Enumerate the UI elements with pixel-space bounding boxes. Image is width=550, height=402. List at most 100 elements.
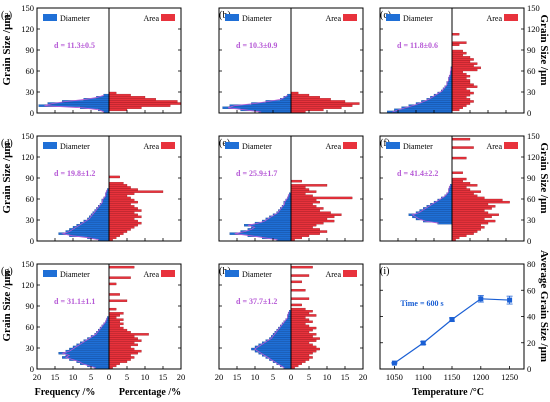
legend-label-diameter: Diameter (242, 270, 272, 279)
legend-label-diameter: Diameter (403, 14, 433, 23)
area-bar (451, 51, 467, 55)
diameter-bar (72, 226, 110, 229)
area-bar (451, 64, 474, 67)
panel-label: (a) (1, 10, 12, 21)
x-tick-label: 1200 (472, 372, 489, 382)
diameter-bar (76, 343, 110, 347)
diameter-fit-curve (234, 193, 290, 241)
diameter-fit-curve (411, 185, 451, 224)
right-axis-title-row3: Average Grain Size /μm (538, 250, 550, 362)
mean-diameter-annotation: d = 19.8±1.2 (54, 169, 95, 178)
area-bar (451, 108, 460, 112)
legend-label-area: Area (486, 14, 502, 23)
legend-label-diameter: Diameter (242, 14, 272, 23)
area-bar (451, 203, 489, 206)
panel-label: (c) (380, 10, 391, 21)
y-tick-label: 0 (527, 364, 531, 374)
area-bar (451, 215, 492, 219)
area-bar (451, 79, 471, 82)
x-tick-label: 5 (125, 372, 129, 382)
area-bar (451, 200, 510, 204)
area-bar (290, 211, 331, 214)
legend-swatch-area (343, 14, 357, 21)
legend-swatch-area (343, 270, 357, 277)
area-bar (108, 326, 124, 330)
area-bar (451, 62, 478, 65)
x-tick-label: 0 (289, 372, 293, 382)
legend-label-area: Area (486, 142, 502, 151)
panel-frame (379, 7, 525, 114)
y-tick-label: 20 (527, 338, 536, 348)
area-bar (290, 236, 302, 240)
diameter-bar (65, 349, 110, 353)
y-tick-label: 120 (21, 280, 34, 290)
area-bar (108, 184, 128, 187)
panel-h: 20 15 10 5 0 5 10 15 20 (h) Diameter Area d = 37.7±1… (215, 263, 367, 382)
diameter-bar (251, 347, 292, 351)
y-axis-title-row1: Grain Size /μm (1, 14, 13, 85)
area-bar (290, 341, 310, 344)
area-bar (290, 209, 320, 212)
panel-c: 0 30 60 90 120 150 (c) Diameter Area d = 11.8±0.6 (379, 3, 540, 118)
area-bar (108, 100, 178, 103)
area-bar (108, 203, 131, 206)
y-tick-label: 120 (527, 152, 540, 162)
diameter-fit-curve (392, 67, 452, 113)
x-tick-label: 10 (69, 372, 78, 382)
x-axis-title-temperature: Temperature /°C (412, 387, 484, 398)
area-bar (290, 364, 299, 368)
diameter-bar (89, 215, 110, 219)
diameter-bar (419, 209, 453, 212)
diameter-bar (258, 352, 292, 355)
mean-diameter-annotation: d = 41.4±2.2 (397, 169, 438, 178)
area-bar (290, 337, 320, 340)
area-bar (108, 93, 131, 97)
area-bar (108, 228, 131, 231)
area-bar (290, 184, 328, 187)
diameter-bar (415, 211, 453, 214)
area-bar (108, 362, 120, 365)
y-tick-label: 40 (527, 312, 536, 322)
area-bar (108, 354, 131, 357)
panel-frame (218, 7, 364, 114)
area-bar (451, 104, 467, 107)
area-bar (290, 312, 310, 315)
area-bar (290, 100, 346, 103)
y-tick-label: 60 (527, 285, 536, 295)
diameter-fit-curve (253, 311, 290, 369)
area-bar (108, 337, 138, 340)
area-bar (451, 198, 503, 202)
area-bar (108, 352, 138, 355)
area-bar (108, 328, 128, 332)
panel-e: (e) Diameter Area d = 25.9±1.7 (218, 135, 364, 242)
area-bar (451, 224, 481, 227)
area-bar (108, 219, 138, 223)
area-bar (451, 190, 481, 193)
right-axis-title-row2: Grain Size /μm (538, 142, 550, 213)
y-tick-label: 60 (527, 66, 536, 76)
y-tick-label: 30 (26, 215, 35, 225)
area-bar (108, 108, 128, 112)
diameter-bar (446, 83, 453, 86)
area-bar (451, 68, 478, 72)
legend-label-diameter: Diameter (60, 270, 90, 279)
area-bar (451, 33, 460, 36)
area-bar (108, 299, 128, 302)
area-bar (290, 274, 310, 277)
area-bar (108, 339, 142, 342)
area-bar (290, 265, 313, 269)
y-tick-label: 60 (26, 66, 35, 76)
area-bar (290, 179, 302, 183)
area-bar (108, 221, 142, 225)
area-bar (451, 234, 467, 237)
diameter-fit-curve (227, 94, 288, 113)
area-bar (290, 360, 306, 363)
area-bar (290, 234, 310, 237)
y-tick-label: 0 (30, 364, 34, 374)
area-bar (290, 194, 313, 198)
area-bar (290, 196, 353, 200)
diameter-bar (262, 219, 292, 223)
panel-label: (g) (1, 266, 13, 277)
area-bar (290, 188, 310, 191)
